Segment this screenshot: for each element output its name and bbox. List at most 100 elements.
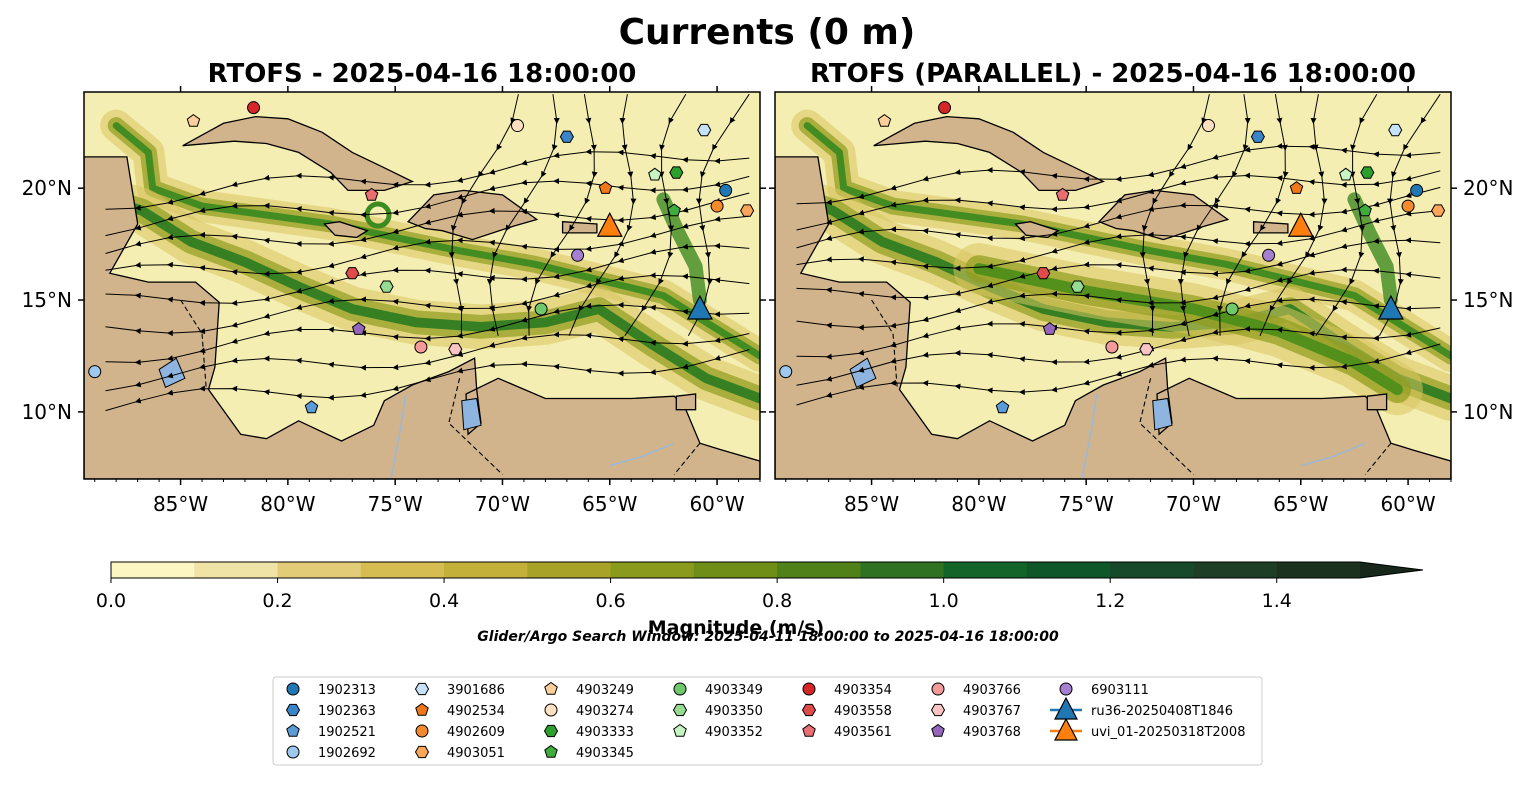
colorbar-tick-label: 0.4 <box>429 590 459 612</box>
colorbar-cell <box>1276 562 1361 578</box>
legend-label: 4903350 <box>705 704 763 719</box>
legend-item-3901686: 3901686 <box>414 682 505 698</box>
legend-marker <box>802 682 816 696</box>
x-tick-label: 65°W <box>1273 492 1328 516</box>
streamline <box>568 94 637 336</box>
float-6903111 <box>571 248 585 262</box>
y-tick-label: 10°N <box>22 400 72 424</box>
y-tick-label: 20°N <box>22 176 72 200</box>
legend-label: 4903558 <box>834 704 892 719</box>
legend-marker <box>931 723 945 737</box>
colorbar-cell <box>527 562 612 578</box>
map-panel-rtofs: RTOFS - 2025-04-16 18:00:00 85°W 80°W 75°W… <box>22 59 766 516</box>
legend-marker <box>931 682 945 696</box>
float-4903249 <box>186 113 201 127</box>
axis-ticks: 85°W 80°W 75°W 70°W 65°W 60°W 20°N 15°N 10°N <box>769 86 1513 516</box>
land-trinidad <box>1366 393 1388 411</box>
legend-marker <box>673 723 687 737</box>
colorbar-cell <box>1193 562 1278 578</box>
river <box>609 442 675 467</box>
float-4903350 <box>1070 280 1085 293</box>
legend-item-4903558: 4903558 <box>801 703 892 719</box>
legend-marker <box>930 703 946 717</box>
map-frame <box>83 91 761 480</box>
legend-item-4903766: 4903766 <box>931 682 1021 698</box>
legend-item-1902313: 1902313 <box>286 682 376 698</box>
float-4902534 <box>1289 181 1304 194</box>
float-1902521 <box>995 400 1010 414</box>
legend-label: 4903768 <box>963 725 1021 740</box>
colorbar-extend-arrow <box>1360 562 1423 578</box>
x-tick-label: 75°W <box>1059 492 1114 516</box>
legend-label: uvi_01-20250318T2008 <box>1091 725 1245 740</box>
legend-label: 4903333 <box>576 725 634 740</box>
float-4903768 <box>1042 321 1057 335</box>
x-tick-label: 80°W <box>260 492 315 516</box>
colorbar-outline <box>110 561 1424 579</box>
legend-label: 4903345 <box>576 746 634 761</box>
float-4903766 <box>1105 340 1119 354</box>
float-4902609 <box>710 199 724 213</box>
float-1902363 <box>559 130 574 143</box>
legend-label: 4903274 <box>576 704 634 719</box>
panel-title-rtofs-parallel: RTOFS (PARALLEL) - 2025-04-16 18:00:00 <box>810 59 1416 89</box>
legend-label: 1902521 <box>318 725 376 740</box>
float-4903333 <box>669 166 684 179</box>
border-line <box>1364 442 1392 475</box>
float-4903766 <box>414 340 428 354</box>
float-4903249 <box>877 113 892 127</box>
float-4903354 <box>938 101 952 115</box>
float-4903352 <box>648 167 662 181</box>
colorbar-cell <box>860 562 945 578</box>
y-tick-label: 20°N <box>1463 176 1513 200</box>
streamline <box>687 93 750 337</box>
legend-marker <box>544 681 558 695</box>
float-4903051 <box>1431 204 1446 217</box>
legend-marker <box>286 682 300 696</box>
colorbar-tick-label: 0.2 <box>262 590 292 612</box>
x-tick-label: 70°W <box>1166 492 1221 516</box>
x-tick-label: 85°W <box>844 492 899 516</box>
land-trinidad <box>675 393 697 411</box>
float-4903333 <box>1360 166 1375 179</box>
float-6903111 <box>1262 248 1276 262</box>
x-tick-label: 80°W <box>951 492 1006 516</box>
legend-label: 4903349 <box>705 683 763 698</box>
legend-label: 4903766 <box>963 683 1021 698</box>
legend-item-1902363: 1902363 <box>285 703 376 719</box>
legend-item-4903051: 4903051 <box>414 745 505 761</box>
float-1902313 <box>1410 183 1424 197</box>
colorbar-cell <box>194 562 279 578</box>
legend-glider-marker <box>1054 717 1078 741</box>
float-4903558 <box>345 267 360 280</box>
float-4903558 <box>1036 267 1051 280</box>
float-markers <box>779 101 1446 414</box>
colorbar-tick-label: 1.4 <box>1262 590 1292 612</box>
land-pr <box>1252 221 1289 234</box>
y-tick-label: 15°N <box>22 288 72 312</box>
legend-marker <box>415 702 429 716</box>
float-4903345 <box>1358 203 1372 217</box>
float-4903767 <box>1139 343 1154 356</box>
float-1902313 <box>719 183 733 197</box>
legend-item-4903274: 4903274 <box>544 703 634 719</box>
land-pr <box>561 221 598 234</box>
legend-label: 4902534 <box>447 704 505 719</box>
river <box>390 393 407 479</box>
legend-item-4903354: 4903354 <box>802 682 892 698</box>
legend-item-4903768: 4903768 <box>931 723 1021 740</box>
float-4902609 <box>1401 199 1415 213</box>
legend-item-4902609: 4902609 <box>415 724 505 740</box>
map-area-rtofs <box>84 92 760 479</box>
legend-item-4902534: 4902534 <box>415 702 505 719</box>
map-frame <box>774 91 1452 480</box>
colorbar-cell <box>360 562 445 578</box>
float-4903274 <box>510 119 524 133</box>
glider-ru36-20250408T1846 <box>686 294 713 320</box>
legend-label: 1902363 <box>318 704 376 719</box>
colorbar-ticks: 0.0 0.2 0.4 0.6 0.8 1.0 1.2 1.4 <box>96 578 1292 612</box>
legend-label: 3901686 <box>447 683 505 698</box>
float-4903561 <box>1055 187 1070 201</box>
colorbar-label: Magnitude (m/s) <box>648 617 825 639</box>
